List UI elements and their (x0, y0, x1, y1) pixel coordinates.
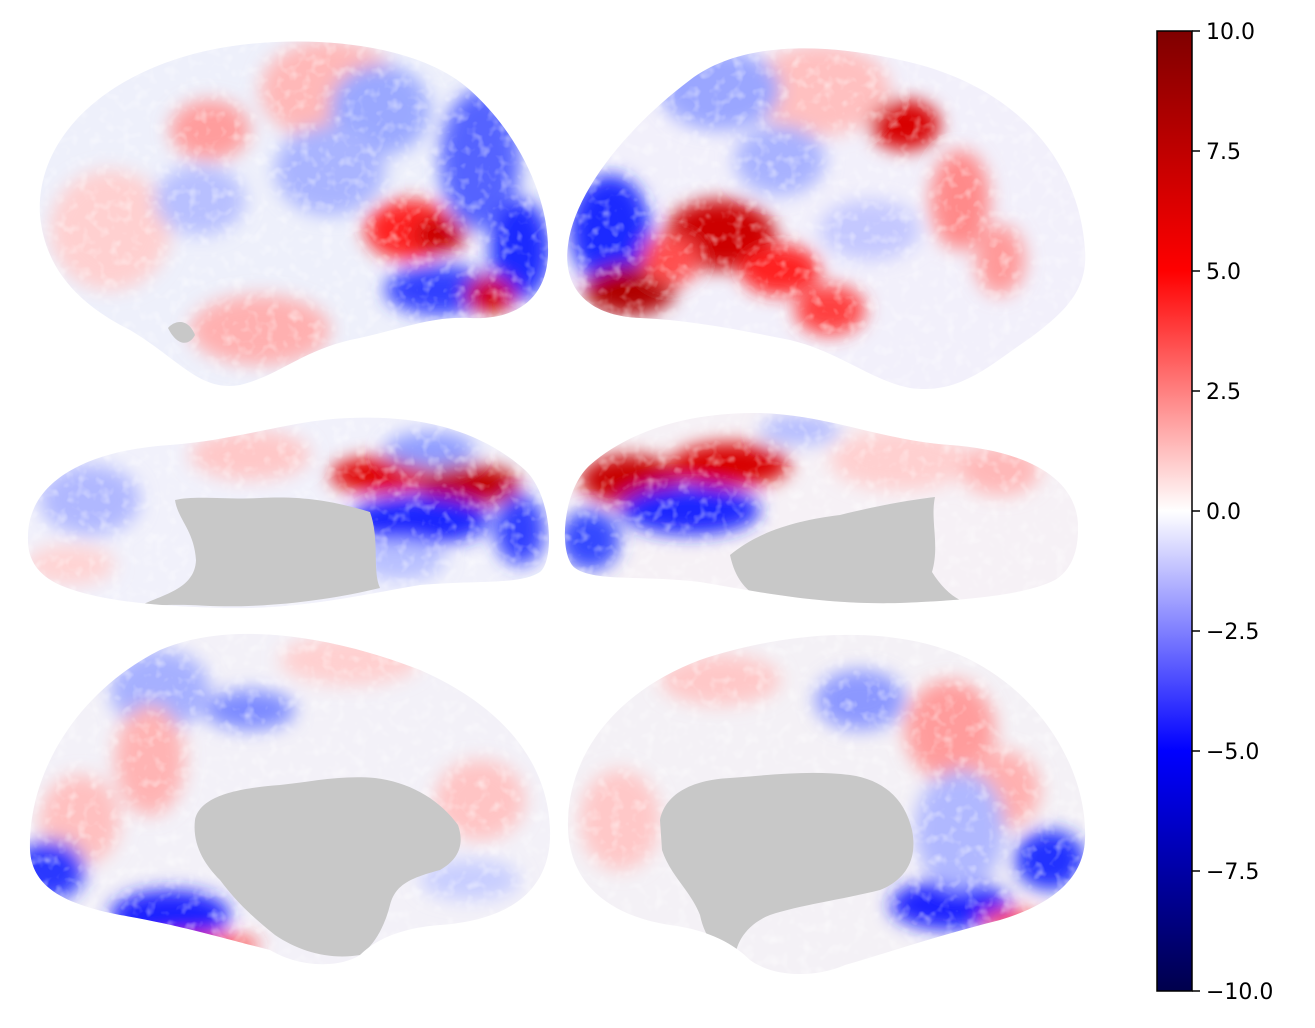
right-ventral-view (564, 412, 1079, 604)
colorbar-gradient (1156, 30, 1193, 992)
right-medial-view (567, 634, 1086, 975)
left-medial-view (29, 633, 551, 965)
colorbar-tick-label: 5.0 (1206, 260, 1241, 285)
colorbar-tick-label: 7.5 (1206, 140, 1241, 165)
left-lateral-view (39, 41, 549, 386)
colorbar-tick-label: −5.0 (1206, 740, 1259, 765)
colorbar-tick-label: 10.0 (1206, 20, 1255, 45)
colorbar-ticks: 10.0 7.5 5.0 2.5 0.0 −2.5 −5.0 −7.5 −10.0 (1192, 20, 1273, 1005)
colorbar-tick-label: 0.0 (1206, 500, 1241, 525)
colorbar-tick-label: −7.5 (1206, 860, 1259, 885)
colorbar: 10.0 7.5 5.0 2.5 0.0 −2.5 −5.0 −7.5 −10.0 (1156, 20, 1273, 1005)
colorbar-tick-label: −2.5 (1206, 620, 1259, 645)
colorbar-tick-label: 2.5 (1206, 380, 1241, 405)
right-lateral-view (567, 48, 1086, 390)
left-ventral-view (27, 417, 549, 609)
colorbar-tick-label: −10.0 (1206, 980, 1273, 1005)
